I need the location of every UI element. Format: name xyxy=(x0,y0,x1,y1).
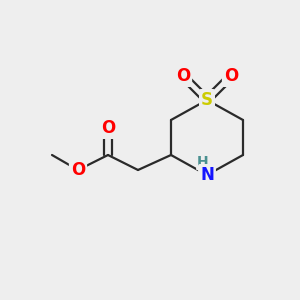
Text: O: O xyxy=(101,119,115,137)
Text: S: S xyxy=(201,91,213,109)
Text: O: O xyxy=(71,161,85,179)
Text: O: O xyxy=(224,67,238,85)
Text: O: O xyxy=(176,67,190,85)
Text: N: N xyxy=(200,166,214,184)
Text: H: H xyxy=(197,155,209,169)
